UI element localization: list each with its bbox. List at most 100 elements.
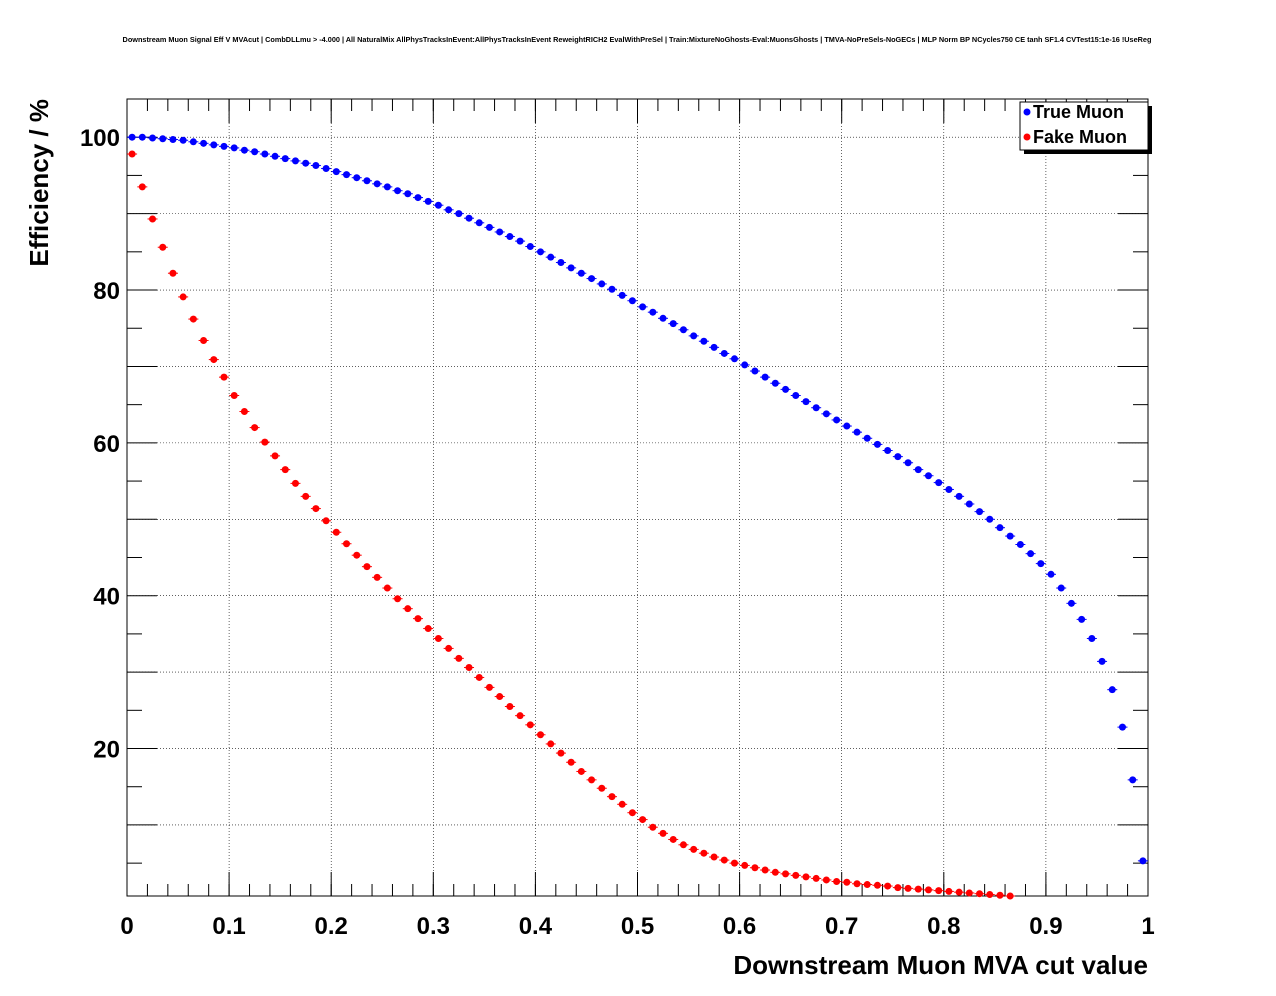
data-point [414,194,422,202]
data-point [1067,599,1075,607]
data-point [455,210,463,218]
grid [127,99,1148,896]
data-point [955,888,963,896]
x-tick-label: 0.1 [212,913,245,940]
data-point [159,243,167,251]
data-point [200,336,208,344]
data-point [669,320,677,328]
data-point [771,868,779,876]
data-point [506,702,514,710]
data-point [720,856,728,864]
data-point [976,890,984,898]
data-point [812,874,820,882]
data-point [128,133,136,141]
data-point [485,683,493,691]
data-point [434,201,442,209]
chart-title: Downstream Muon Signal Eff V MVAcut | Co… [123,35,1152,44]
data-point [945,485,953,493]
data-point [649,823,657,831]
data-point [1037,560,1045,568]
data-point [291,479,299,487]
data-point [373,180,381,188]
data-point [516,712,524,720]
data-point [639,303,647,311]
data-point [138,133,146,141]
data-point [730,859,738,867]
data-point [873,440,881,448]
data-point [679,326,687,334]
data-point [843,422,851,430]
legend-marker-true-muon [1023,108,1031,116]
data-point [271,152,279,160]
x-tick-labels: 0 0.1 0.2 0.3 0.4 0.5 0.6 0.7 0.8 0.9 1 [120,913,1154,940]
data-point [363,563,371,571]
data-point [496,228,504,236]
x-tick-label: 0.9 [1029,913,1062,940]
y-axis-label: Efficiency / % [24,99,54,267]
data-point [465,214,473,222]
y-tick-label: 40 [93,584,120,611]
data-point [894,453,902,461]
data-point [210,141,218,149]
data-point [179,293,187,301]
data-point [537,248,545,256]
data-point [537,731,545,739]
x-tick-label: 1 [1141,913,1154,940]
data-point [659,314,667,322]
data-point [577,767,585,775]
data-point [547,253,555,261]
data-point [659,829,667,837]
data-point [496,693,504,701]
data-point [1006,892,1014,900]
x-tick-label: 0 [120,913,133,940]
data-point [710,343,718,351]
data-point [485,223,493,231]
data-point [404,605,412,613]
x-tick-label: 0.6 [723,913,756,940]
data-point [751,864,759,872]
x-tick-label: 0.2 [315,913,348,940]
data-point [1139,857,1147,865]
data-point [1027,550,1035,558]
data-point [322,165,330,173]
data-point [291,157,299,165]
data-point [189,315,197,323]
data-point [526,721,534,729]
data-point [240,146,248,154]
data-point [822,410,830,418]
data-point [526,242,534,250]
data-point [812,404,820,412]
data-point [302,492,310,500]
y-tick-labels: 20 40 60 80 100 [80,125,120,763]
series-true-muon [127,133,1148,865]
data-point [577,269,585,277]
data-point [649,308,657,316]
x-tick-label: 0.7 [825,913,858,940]
data-point [771,379,779,387]
data-point [332,168,340,176]
data-points [127,133,1148,900]
data-point [1098,657,1106,665]
data-point [751,367,759,375]
data-point [761,373,769,381]
data-point [230,391,238,399]
data-point [935,479,943,487]
data-point [894,884,902,892]
data-point [1078,615,1086,623]
data-point [730,355,738,363]
data-point [1108,686,1116,694]
data-point [1047,570,1055,578]
data-point [1118,723,1126,731]
data-point [567,758,575,766]
data-point [169,135,177,143]
data-point [679,841,687,849]
data-point [424,625,432,633]
legend: True Muon Fake Muon [1019,101,1152,154]
data-point [506,233,514,241]
data-point [802,873,810,881]
y-tick-label: 60 [93,431,120,458]
data-point [424,197,432,205]
data-point [251,424,259,432]
data-point [271,452,279,460]
data-point [669,835,677,843]
